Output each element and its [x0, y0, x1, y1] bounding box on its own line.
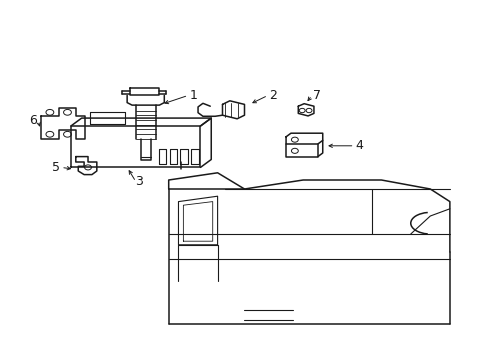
Text: 5: 5 [52, 161, 60, 174]
Text: 2: 2 [268, 89, 276, 102]
Text: 1: 1 [189, 89, 197, 102]
Text: 7: 7 [312, 89, 320, 102]
Text: 4: 4 [355, 139, 363, 152]
Text: 6: 6 [29, 114, 37, 127]
Text: 3: 3 [135, 175, 143, 188]
